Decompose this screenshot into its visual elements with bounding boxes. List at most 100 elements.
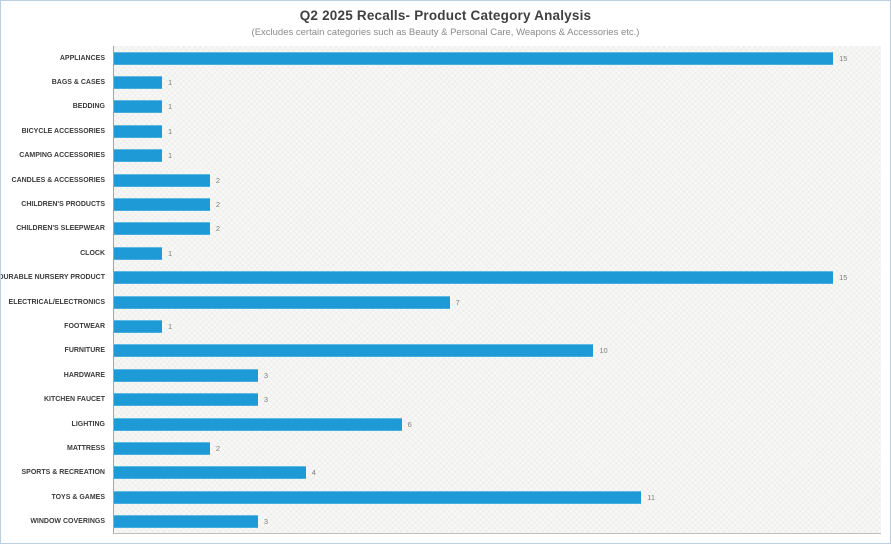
value-label: 1: [167, 102, 173, 112]
bar: [114, 319, 162, 333]
category-label-row: BAGS & CASES: [1, 70, 113, 94]
category-label: CHILDREN'S SLEEPWEAR: [16, 225, 105, 233]
category-label-row: FURNITURE: [1, 339, 113, 363]
value-label: 3: [263, 370, 268, 380]
value-label: 1: [167, 126, 173, 136]
bar-row: 3: [114, 363, 881, 387]
chart-title: Q2 2025 Recalls- Product Category Analys…: [299, 8, 592, 23]
bar: [114, 124, 162, 138]
bar: [114, 198, 210, 212]
value-label: 2: [215, 200, 221, 210]
bar-row: 15: [114, 46, 881, 70]
category-label: SPORTS & RECREATION: [21, 469, 106, 477]
category-label-row: FOOTWEAR: [1, 314, 113, 338]
category-label-row: TOYS & GAMES: [1, 485, 113, 509]
category-label-row: WINDOW COVERINGS: [1, 509, 113, 533]
bar: [114, 149, 162, 163]
value-label: 11: [647, 492, 656, 502]
category-label: DURABLE NURSERY PRODUCT: [0, 274, 105, 282]
category-label-row: LIGHTING: [1, 412, 113, 436]
value-label: 2: [215, 175, 221, 185]
category-label: APPLIANCES: [59, 54, 105, 62]
category-label-row: ELECTRICAL/ELECTRONICS: [1, 290, 113, 314]
chart-subtitle: (Excludes certain categories such as Bea…: [251, 27, 640, 38]
bar: [114, 100, 162, 114]
category-label-row: APPLIANCES: [1, 46, 113, 70]
value-label: 7: [455, 297, 460, 307]
category-label: HARDWARE: [63, 371, 105, 379]
category-label: FOOTWEAR: [64, 322, 105, 330]
bar-row: 6: [114, 412, 881, 436]
bar: [114, 295, 450, 309]
category-label-row: CANDLES & ACCESSORIES: [1, 168, 113, 192]
value-label: 15: [839, 273, 848, 283]
bar: [114, 417, 402, 431]
category-label: KITCHEN FAUCET: [43, 396, 105, 404]
category-axis: APPLIANCES BAGS & CASES BEDDING BICYCLE ACC…: [1, 46, 113, 534]
bar: [114, 173, 210, 187]
bar: [114, 344, 594, 358]
chart-header: Q2 2025 Recalls- Product Category Analys…: [1, 8, 890, 38]
bar: [114, 515, 258, 529]
category-label: FURNITURE: [64, 347, 105, 355]
category-label: LIGHTING: [71, 420, 105, 428]
bar-row: 10: [114, 339, 881, 363]
category-label-row: HARDWARE: [1, 363, 113, 387]
bar-row: 3: [114, 509, 881, 533]
bar-row: 2: [114, 217, 881, 241]
bar: [114, 271, 834, 285]
bar-row: 1: [114, 70, 881, 94]
value-label: 3: [263, 517, 268, 527]
bar-row: 7: [114, 290, 881, 314]
value-label: 1: [167, 248, 173, 258]
category-label: MATTRESS: [67, 444, 105, 452]
bar: [114, 441, 210, 455]
bar: [114, 76, 162, 90]
bar-row: 1: [114, 144, 881, 168]
category-label-row: CHILDREN'S PRODUCTS: [1, 192, 113, 216]
category-label-row: KITCHEN FAUCET: [1, 387, 113, 411]
bar-row: 4: [114, 461, 881, 485]
category-label: CLOCK: [80, 249, 105, 257]
bar: [114, 368, 258, 382]
category-label: CAMPING ACCESSORIES: [19, 152, 105, 160]
value-label: 10: [599, 346, 608, 356]
category-label: BICYCLE ACCESSORIES: [21, 127, 105, 135]
category-label: ELECTRICAL/ELECTRONICS: [8, 298, 105, 306]
value-label: 2: [215, 224, 221, 234]
value-label: 6: [407, 419, 412, 429]
category-label-row: SPORTS & RECREATION: [1, 461, 113, 485]
bar: [114, 490, 642, 504]
bar: [114, 222, 210, 236]
value-label: 2: [215, 443, 221, 453]
bar-row: 1: [114, 241, 881, 265]
bar-row: 15: [114, 266, 881, 290]
category-label-row: CAMPING ACCESSORIES: [1, 144, 113, 168]
bar-row: 2: [114, 436, 881, 460]
category-label-row: CLOCK: [1, 241, 113, 265]
category-label-row: CHILDREN'S SLEEPWEAR: [1, 217, 113, 241]
bar-row: 3: [114, 387, 881, 411]
value-label: 1: [167, 321, 173, 331]
category-label-row: MATTRESS: [1, 436, 113, 460]
category-label: WINDOW COVERINGS: [30, 518, 105, 526]
plot-area: 15 1 1 1 1 2 2 2 1 15 7 1 10 3 3 6 2 4 11 3: [113, 46, 881, 534]
bar-row: 11: [114, 485, 881, 509]
bar: [114, 466, 306, 480]
category-label-row: BEDDING: [1, 95, 113, 119]
category-label: BAGS & CASES: [51, 79, 105, 87]
category-label: TOYS & GAMES: [51, 493, 105, 501]
bar-row: 1: [114, 95, 881, 119]
category-label: CANDLES & ACCESSORIES: [11, 176, 105, 184]
value-label: 3: [263, 395, 268, 405]
category-label: CHILDREN'S PRODUCTS: [21, 201, 105, 209]
value-label: 4: [311, 468, 316, 478]
bar-row: 1: [114, 314, 881, 338]
category-label-row: DURABLE NURSERY PRODUCT: [1, 266, 113, 290]
value-label: 1: [167, 151, 173, 161]
value-label: 1: [167, 78, 173, 88]
bar-row: 1: [114, 119, 881, 143]
category-label: BEDDING: [72, 103, 105, 111]
bar: [114, 246, 162, 260]
